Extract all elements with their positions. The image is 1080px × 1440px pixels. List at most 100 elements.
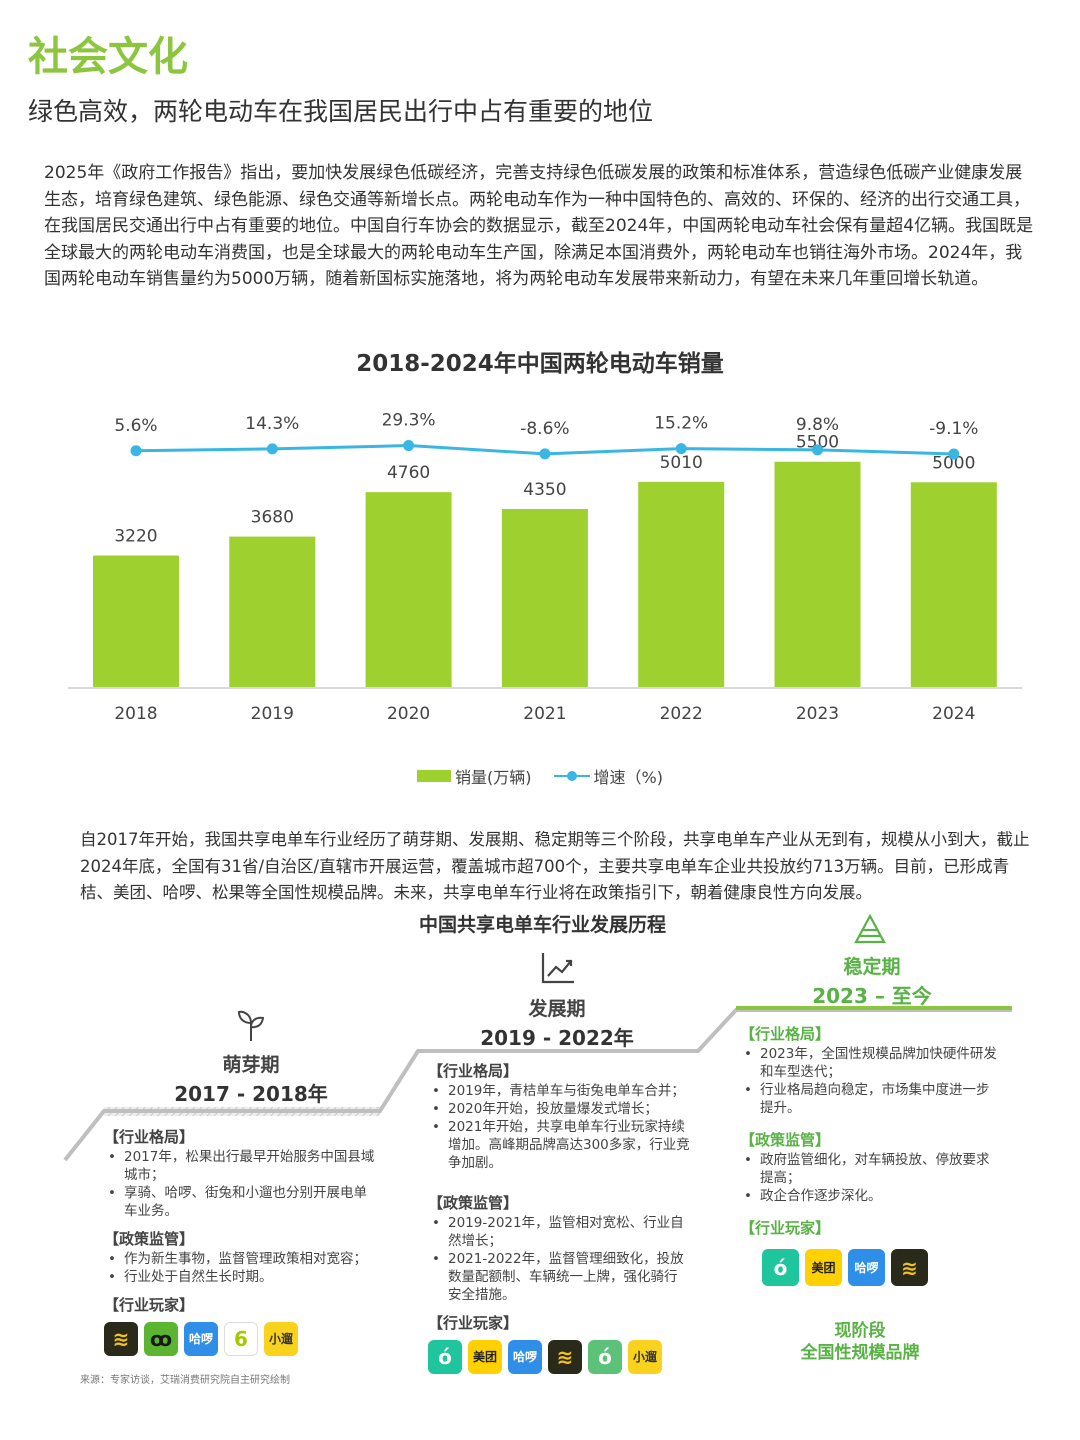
list-item: 2023年，全国性规模品牌加快硬件研发和车型迭代； — [740, 1045, 1000, 1081]
growth-label-2018: 5.6% — [114, 416, 157, 436]
stage-2-policy: 【政策监管】 2019-2021年，监管相对宽松、行业自然增长； 2021-20… — [428, 1194, 690, 1304]
player-logos: ≋ ꝏ 哈啰 6 小遛 — [104, 1322, 379, 1356]
bar-2018 — [93, 555, 179, 688]
logo-小遛: 小遛 — [264, 1322, 298, 1356]
pyramid-icon — [854, 914, 886, 944]
growth-point-2019 — [266, 443, 278, 455]
x-tick-2021: 2021 — [523, 704, 566, 720]
bar-label-2020: 4760 — [387, 463, 430, 483]
stage-1-players: 【行业玩家】 ≋ ꝏ 哈啰 6 小遛 — [104, 1296, 379, 1356]
chart-legend: 销量(万辆) 增速（%) — [0, 764, 1080, 788]
growth-label-2021: -8.6% — [520, 419, 569, 439]
logo-享骑: ꝏ — [144, 1322, 178, 1356]
bar-label-2018: 3220 — [114, 527, 157, 547]
growth-label-2023: 9.8% — [796, 415, 839, 435]
stage-2-players: 【行业玩家】 ó 美团 哈啰 ≋ ó 小遛 — [428, 1314, 690, 1374]
stage-2-details: 【行业格局】 2019年，青桔单车与街兔电单车合并； 2020年开始，投放量爆发… — [428, 1062, 690, 1384]
logo-哈啰: 哈啰 — [184, 1322, 218, 1356]
list-item: 2019-2021年，监管相对宽松、行业自然增长； — [428, 1214, 690, 1250]
growth-point-2021 — [539, 448, 551, 460]
list-item: 2017年，松果出行最早开始服务中国县域城市； — [104, 1148, 379, 1184]
growth-chart-icon — [541, 953, 574, 984]
x-tick-2024: 2024 — [932, 704, 975, 720]
logo-美团: 美团 — [805, 1249, 842, 1286]
growth-point-2020 — [403, 440, 415, 452]
section-head: 【行业玩家】 — [104, 1296, 195, 1314]
stage-3-name: 稳定期 — [843, 956, 901, 978]
bar-2022 — [638, 481, 725, 688]
logo-松果: ≋ — [891, 1249, 928, 1286]
section-head: 【行业玩家】 — [740, 1219, 831, 1237]
x-tick-2020: 2020 — [387, 704, 430, 720]
current-stage-note: 现阶段 全国性规模品牌 — [760, 1320, 960, 1364]
sprout-icon — [237, 1010, 265, 1041]
list-item: 2019年，青桔单车与街兔电单车合并； — [428, 1082, 690, 1100]
section-head: 【政策监管】 — [740, 1131, 831, 1149]
stage-1-policy: 【政策监管】 作为新生事物，监督管理政策相对宽容； 行业处于自然生长时期。 — [104, 1230, 379, 1286]
chart-title: 2018-2024年中国两轮电动车销量 — [356, 351, 724, 377]
timeline-title: 中国共享电单车行业发展历程 — [418, 914, 666, 936]
bar-2024 — [910, 482, 997, 688]
source-note: 来源：专家访谈，艾瑞消费研究院自主研究绘制 — [80, 1375, 290, 1386]
stage-1-market: 【行业格局】 2017年，松果出行最早开始服务中国县域城市； 享骑、哈啰、街兔和… — [104, 1128, 379, 1220]
stage-3-policy: 【政策监管】 政府监管细化，对车辆投放、停放要求提高； 政企合作逐步深化。 — [740, 1131, 1000, 1205]
list-item: 享骑、哈啰、街兔和小遛也分别开展电单车业务。 — [104, 1184, 379, 1220]
bar-2023 — [774, 461, 861, 688]
logo-街兔: 6 — [224, 1322, 258, 1356]
legend-bar-label: 销量(万辆) — [455, 768, 532, 787]
bar-label-2021: 4350 — [523, 480, 566, 500]
logo-松果: ≋ — [104, 1322, 138, 1356]
stage-2-name: 发展期 — [528, 998, 586, 1020]
x-tick-2023: 2023 — [796, 704, 839, 720]
bar-label-2019: 3680 — [251, 508, 294, 528]
logo-享骑: ó — [588, 1340, 622, 1374]
bar-2021 — [501, 509, 588, 688]
stage-2-market: 【行业格局】 2019年，青桔单车与街兔电单车合并； 2020年开始，投放量爆发… — [428, 1062, 690, 1172]
growth-point-2023 — [812, 444, 823, 456]
stage-2-years: 2019 - 2022年 — [480, 1026, 634, 1050]
page-subtitle: 绿色高效，两轮电动车在我国居民出行中占有重要的地位 — [28, 97, 654, 126]
logo-青桔: ó — [762, 1249, 799, 1286]
section-head: 【行业格局】 — [104, 1128, 195, 1146]
x-tick-2019: 2019 — [251, 704, 294, 720]
growth-point-2024 — [948, 448, 960, 460]
x-tick-2022: 2022 — [660, 704, 703, 720]
logo-松果: ≋ — [548, 1340, 582, 1374]
legend-line-label: 增速（%) — [593, 768, 663, 787]
stage-1-name: 萌芽期 — [222, 1054, 280, 1076]
sales-chart: 3220 2018 3680 2019 4760 2020 4350 2021 5010 2022… — [68, 411, 1022, 720]
stage-1-years: 2017 - 2018年 — [174, 1082, 328, 1106]
current-stage-line-1: 现阶段 — [834, 1321, 886, 1341]
x-tick-2018: 2018 — [114, 704, 157, 720]
current-stage-line-2: 全国性规模品牌 — [800, 1343, 920, 1363]
logo-美团: 美团 — [468, 1340, 502, 1374]
section-head: 【政策监管】 — [104, 1230, 195, 1248]
legend-line-swatch — [553, 771, 590, 781]
growth-label-2024: -9.1% — [929, 419, 978, 439]
stage-3-details: 【行业格局】 2023年，全国性规模品牌加快硬件研发和车型迭代； 行业格局趋向稳… — [740, 1025, 1000, 1296]
list-item: 政府监管细化，对车辆投放、停放要求提高； — [740, 1151, 1000, 1187]
growth-label-2022: 15.2% — [654, 414, 708, 434]
logo-哈啰: 哈啰 — [848, 1249, 885, 1286]
section-title: 社会文化 — [28, 34, 188, 80]
growth-label-2019: 14.3% — [245, 414, 299, 434]
stage-3-years: 2023 – 至今 — [812, 984, 932, 1008]
logo-青桔: ó — [428, 1340, 462, 1374]
list-item: 行业格局趋向稳定，市场集中度进一步提升。 — [740, 1081, 1000, 1117]
logo-哈啰: 哈啰 — [508, 1340, 542, 1374]
list-item: 2020年开始，投放量爆发式增长； — [428, 1100, 690, 1118]
bar-2020 — [365, 492, 452, 688]
intro-paragraph: 2025年《政府工作报告》指出，要加快发展绿色低碳经济，完善支持绿色低碳发展的政… — [44, 163, 1034, 290]
list-item: 行业处于自然生长时期。 — [104, 1268, 379, 1286]
legend-bar-swatch — [417, 770, 452, 782]
list-item: 2021年开始，共享电单车行业玩家持续增加。高峰期品牌高达300多家，行业竞争加… — [428, 1118, 690, 1172]
player-logos: ó 美团 哈啰 ≋ ó 小遛 — [428, 1340, 690, 1374]
bar-label-2023: 5500 — [796, 433, 839, 453]
growth-point-2022 — [675, 443, 687, 455]
growth-point-2018 — [130, 445, 142, 457]
list-item: 作为新生事物，监督管理政策相对宽容； — [104, 1250, 379, 1268]
list-item: 政企合作逐步深化。 — [740, 1187, 1000, 1205]
bar-label-2022: 5010 — [660, 453, 703, 473]
stage-3-players: 【行业玩家】 ó 美团 哈啰 ≋ — [740, 1219, 1000, 1286]
bar-2019 — [229, 536, 316, 688]
